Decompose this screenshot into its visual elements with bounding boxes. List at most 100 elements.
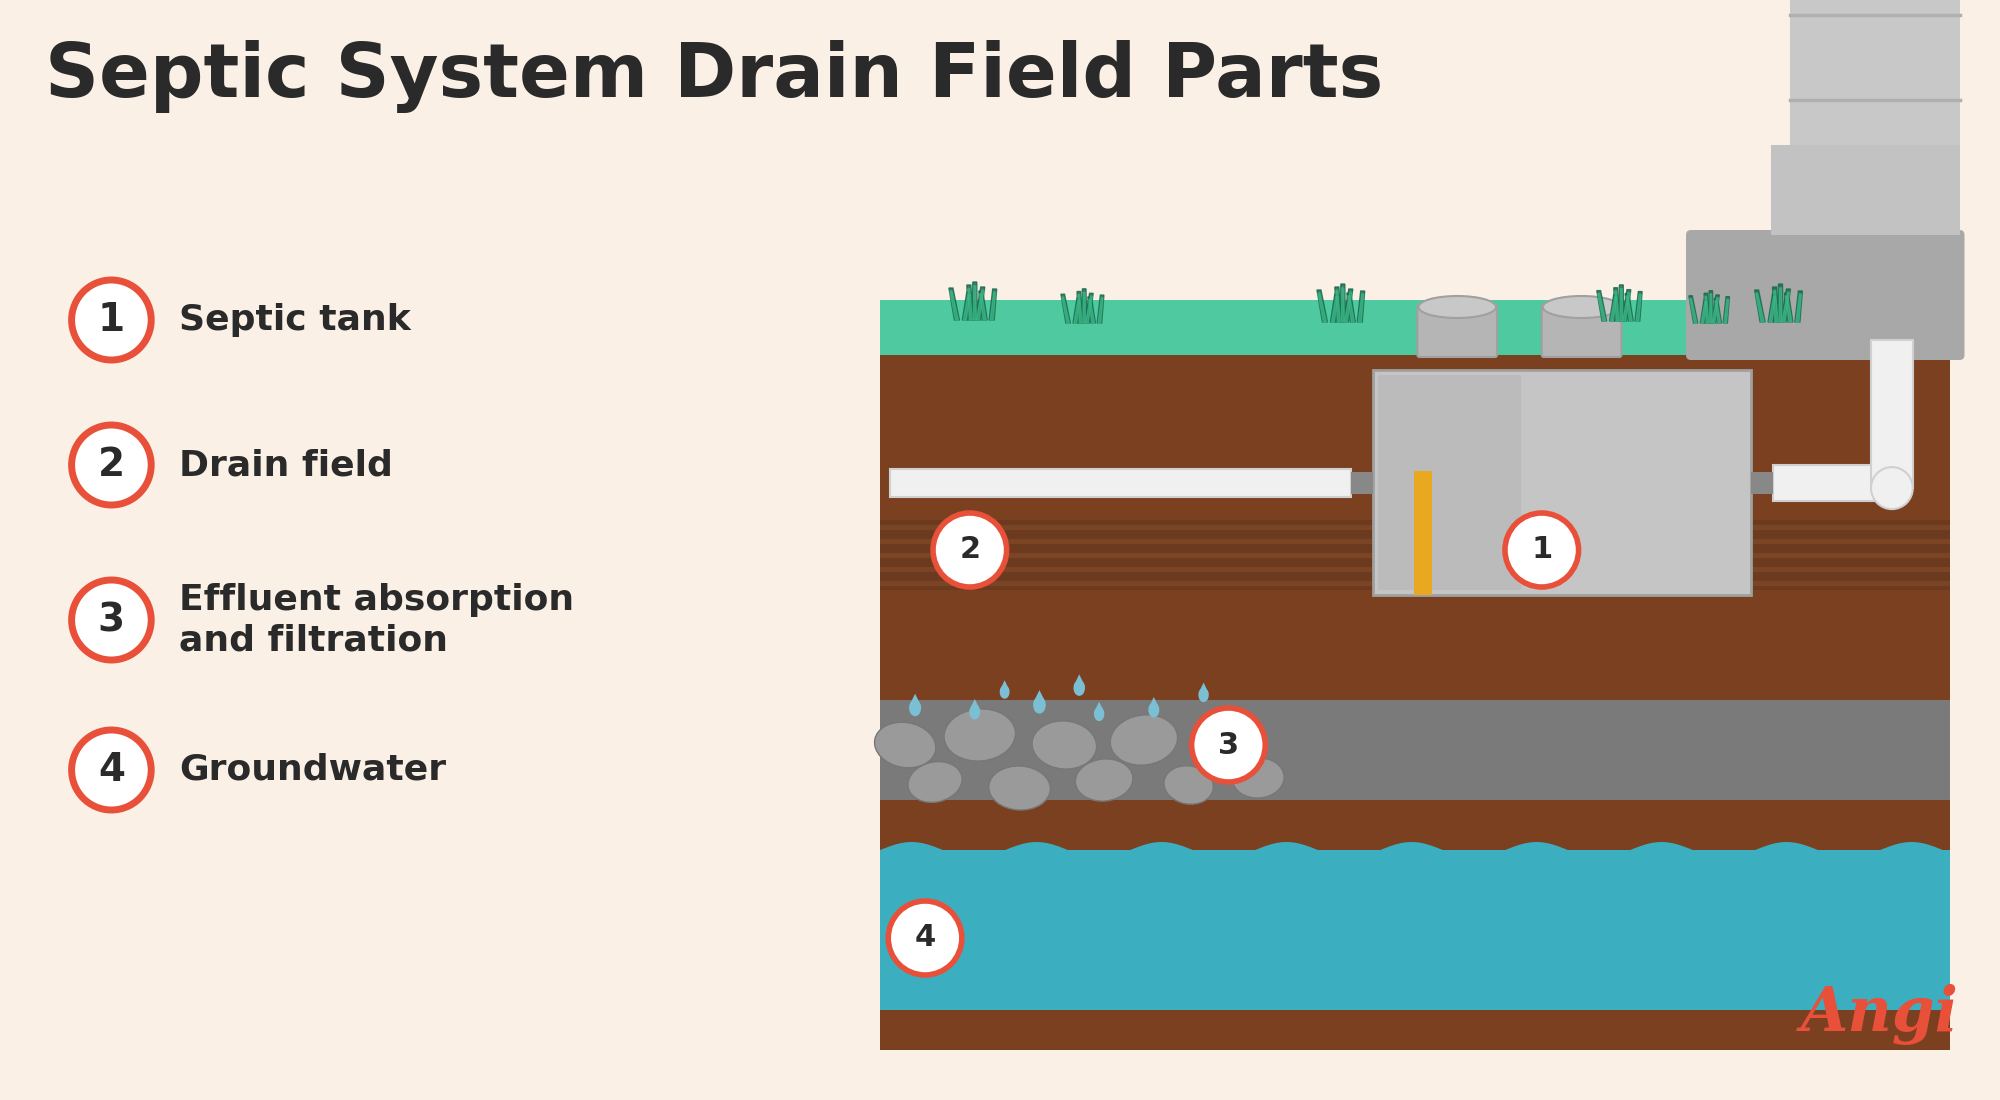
Text: Septic System Drain Field Parts: Septic System Drain Field Parts: [44, 40, 1384, 113]
Ellipse shape: [1076, 759, 1132, 801]
Polygon shape: [1756, 294, 1764, 322]
Polygon shape: [1316, 290, 1328, 322]
Ellipse shape: [944, 708, 1016, 761]
Ellipse shape: [1148, 703, 1160, 717]
Polygon shape: [1780, 289, 1790, 322]
Polygon shape: [972, 282, 978, 320]
Polygon shape: [1710, 294, 1712, 323]
Polygon shape: [990, 289, 996, 320]
Ellipse shape: [874, 723, 936, 768]
Polygon shape: [1782, 293, 1790, 322]
Polygon shape: [1708, 290, 1712, 323]
Text: 2: 2: [98, 446, 124, 484]
Ellipse shape: [970, 704, 980, 719]
Polygon shape: [1626, 296, 1632, 321]
Polygon shape: [1768, 294, 1776, 322]
Polygon shape: [1794, 292, 1802, 322]
Polygon shape: [978, 292, 988, 320]
Polygon shape: [1636, 292, 1642, 321]
Text: Drain field: Drain field: [180, 448, 392, 482]
Polygon shape: [1626, 294, 1634, 321]
Polygon shape: [1078, 295, 1082, 323]
Text: Effluent absorption
and filtration: Effluent absorption and filtration: [180, 583, 574, 658]
FancyBboxPatch shape: [1872, 340, 1912, 488]
Polygon shape: [1358, 294, 1364, 322]
Polygon shape: [948, 288, 960, 320]
Polygon shape: [1334, 287, 1342, 322]
Polygon shape: [1098, 295, 1104, 323]
Polygon shape: [1704, 296, 1708, 323]
Polygon shape: [880, 835, 1950, 1010]
Text: Groundwater: Groundwater: [180, 754, 446, 786]
Ellipse shape: [988, 766, 1050, 810]
Polygon shape: [1346, 293, 1356, 322]
Bar: [880, 700, 1950, 800]
Text: 3: 3: [98, 601, 124, 639]
Polygon shape: [1610, 295, 1618, 321]
Polygon shape: [1088, 299, 1094, 323]
Polygon shape: [976, 290, 984, 320]
Ellipse shape: [908, 761, 962, 802]
FancyBboxPatch shape: [890, 469, 1350, 496]
Polygon shape: [910, 694, 922, 706]
Polygon shape: [1074, 298, 1080, 323]
Polygon shape: [1086, 296, 1092, 323]
Bar: [880, 553, 1950, 558]
Polygon shape: [1088, 297, 1096, 323]
Ellipse shape: [1418, 296, 1496, 318]
Ellipse shape: [1194, 720, 1252, 763]
Polygon shape: [1614, 288, 1620, 321]
Ellipse shape: [1542, 296, 1620, 318]
Bar: [880, 525, 1950, 530]
Polygon shape: [1712, 295, 1720, 323]
Circle shape: [1504, 513, 1578, 587]
Polygon shape: [1688, 296, 1698, 323]
Bar: [1378, 375, 1522, 590]
Text: 1: 1: [1532, 536, 1552, 564]
Bar: [880, 590, 1950, 700]
Polygon shape: [1074, 674, 1084, 686]
Polygon shape: [1060, 294, 1070, 323]
Polygon shape: [1318, 294, 1326, 322]
Polygon shape: [1620, 288, 1622, 321]
Polygon shape: [1034, 690, 1046, 703]
Polygon shape: [1074, 300, 1080, 323]
Circle shape: [1872, 468, 1912, 509]
Circle shape: [888, 901, 962, 975]
Polygon shape: [1774, 290, 1778, 322]
Polygon shape: [1724, 299, 1728, 323]
Bar: [880, 566, 1950, 572]
Text: 3: 3: [1218, 730, 1240, 759]
Text: Angi: Angi: [1800, 984, 1958, 1045]
Bar: [1790, 0, 1960, 145]
Circle shape: [72, 425, 152, 505]
Polygon shape: [1724, 297, 1730, 323]
Polygon shape: [1784, 293, 1792, 322]
Polygon shape: [1336, 290, 1340, 322]
Polygon shape: [990, 293, 996, 320]
Bar: [880, 300, 1950, 355]
Polygon shape: [966, 285, 974, 320]
Ellipse shape: [1232, 758, 1284, 798]
Bar: [880, 355, 1950, 520]
Polygon shape: [1636, 295, 1642, 321]
FancyBboxPatch shape: [1372, 370, 1750, 595]
Polygon shape: [1098, 298, 1104, 323]
Polygon shape: [1618, 285, 1624, 321]
Polygon shape: [1148, 697, 1160, 708]
FancyBboxPatch shape: [1686, 230, 1964, 360]
Polygon shape: [968, 288, 972, 320]
Polygon shape: [1342, 288, 1344, 322]
Text: 1: 1: [98, 301, 124, 339]
Polygon shape: [1358, 292, 1364, 322]
Polygon shape: [1614, 292, 1618, 321]
Bar: [1750, 472, 1772, 494]
Polygon shape: [1082, 289, 1086, 323]
Ellipse shape: [1164, 766, 1214, 804]
Ellipse shape: [1034, 696, 1046, 714]
Bar: [880, 800, 1950, 850]
Polygon shape: [1344, 289, 1352, 322]
Polygon shape: [1330, 294, 1338, 322]
Polygon shape: [1344, 293, 1352, 322]
Ellipse shape: [1198, 688, 1208, 702]
